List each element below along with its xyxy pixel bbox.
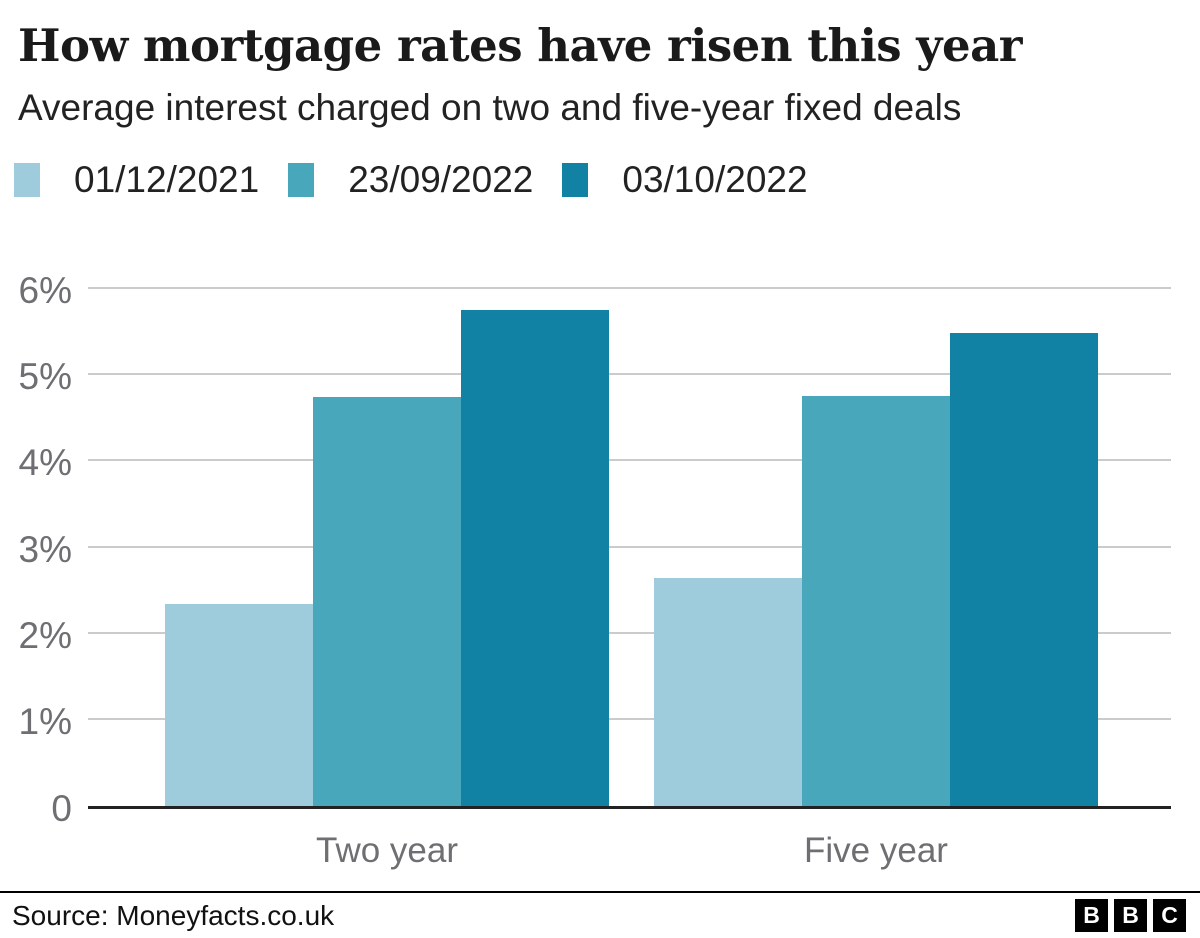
legend-swatch — [288, 162, 315, 197]
legend-swatch — [562, 162, 589, 197]
y-tick-label: 0 — [51, 787, 72, 829]
bbc-logo-block: B — [1075, 899, 1108, 932]
page-subtitle: Average interest charged on two and five… — [18, 86, 962, 128]
legend-label: 23/09/2022 — [348, 158, 534, 200]
bbc-logo-block: B — [1114, 899, 1147, 932]
bar-two-year-03-10-2022 — [461, 309, 609, 806]
legend-label: 03/10/2022 — [622, 158, 808, 200]
legend-item: 03/10/2022 — [562, 158, 808, 201]
bbc-logo-block: C — [1153, 899, 1186, 932]
gridline — [88, 545, 1171, 548]
gridline — [88, 632, 1171, 635]
source-text: Source: Moneyfacts.co.uk — [12, 899, 335, 931]
page-title: How mortgage rates have risen this year — [18, 19, 1022, 72]
category-label: Two year — [316, 830, 458, 870]
y-tick-label: 6% — [18, 269, 72, 311]
bar-two-year-23-09-2022 — [313, 396, 461, 806]
y-tick-label: 2% — [18, 615, 72, 657]
plot-area: 6% 5% 4% 3% 2% 1% 0 Two year Five year — [19, 270, 1171, 870]
gridline — [88, 459, 1171, 462]
bar-five-year-01-12-2021 — [654, 577, 802, 806]
gridline — [88, 718, 1171, 721]
legend-item: 01/12/2021 — [14, 159, 259, 201]
gridline — [88, 286, 1171, 289]
y-tick-label: 3% — [18, 528, 72, 570]
bar-five-year-23-09-2022 — [802, 395, 950, 806]
legend: 01/12/2021 23/09/2022 03/10/2022 — [14, 159, 1182, 201]
category-label: Five year — [804, 830, 948, 870]
bar-two-year-01-12-2021 — [165, 603, 313, 806]
y-tick-label: 4% — [18, 442, 72, 484]
chart-header: How mortgage rates have risen this year … — [0, 0, 1200, 129]
bar-five-year-03-10-2022 — [950, 332, 1098, 806]
legend-swatch — [14, 162, 40, 197]
legend-item: 23/09/2022 — [288, 159, 533, 201]
gridline — [88, 373, 1171, 376]
legend-label: 01/12/2021 — [74, 158, 260, 200]
y-tick-label: 1% — [18, 701, 72, 743]
y-tick-label: 5% — [18, 356, 72, 398]
